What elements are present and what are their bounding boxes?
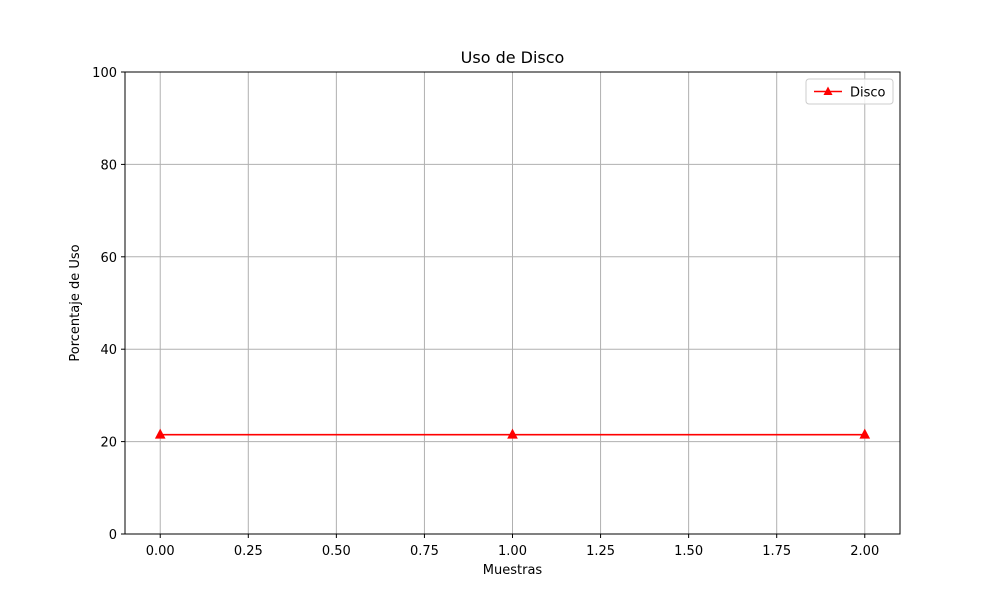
- series-layer: [154, 428, 871, 439]
- x-tick-label: 1.00: [498, 544, 527, 559]
- data-point-marker: [859, 428, 871, 439]
- x-tick-label: 0.50: [322, 544, 351, 559]
- x-tick-label: 0.75: [410, 544, 439, 559]
- y-tick-label: 40: [100, 343, 117, 358]
- x-tick-label: 1.75: [762, 544, 791, 559]
- x-tick-label: 1.25: [586, 544, 615, 559]
- x-tick-label: 1.50: [674, 544, 703, 559]
- x-tick-label: 0.00: [146, 544, 175, 559]
- grid-layer: [125, 71, 900, 535]
- y-tick-label: 100: [92, 66, 117, 81]
- x-axis-label: Muestras: [483, 563, 543, 578]
- y-tick-label: 20: [100, 436, 117, 451]
- data-point-marker: [507, 428, 518, 439]
- x-tick-label: 0.25: [234, 544, 263, 559]
- legend: Disco: [805, 78, 894, 105]
- legend-box: [805, 78, 894, 105]
- legend-marker: [823, 86, 833, 95]
- chart-title: Uso de Disco: [461, 48, 565, 67]
- legend-label: Disco: [850, 86, 886, 101]
- y-tick-label: 80: [100, 158, 117, 173]
- y-tick-label: 0: [109, 528, 117, 543]
- x-tick-label: 2.00: [850, 544, 879, 559]
- y-tick-label: 60: [100, 251, 117, 266]
- tick-layer: 0.00 0.25 0.50 0.75 1.00 1.25 1.50 1.75 2.00 0 20 4…: [92, 66, 879, 559]
- y-axis-label: Porcentaje de Uso: [68, 244, 83, 361]
- data-point-marker: [154, 428, 166, 439]
